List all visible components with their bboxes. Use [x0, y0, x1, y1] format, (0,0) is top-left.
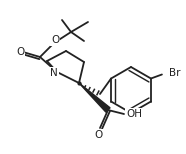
Polygon shape [79, 83, 110, 112]
Text: O: O [94, 130, 102, 140]
Text: OH: OH [126, 109, 142, 119]
Text: O: O [16, 47, 24, 57]
Text: Br: Br [169, 67, 181, 77]
Text: O: O [51, 35, 59, 45]
Text: N: N [50, 68, 58, 78]
